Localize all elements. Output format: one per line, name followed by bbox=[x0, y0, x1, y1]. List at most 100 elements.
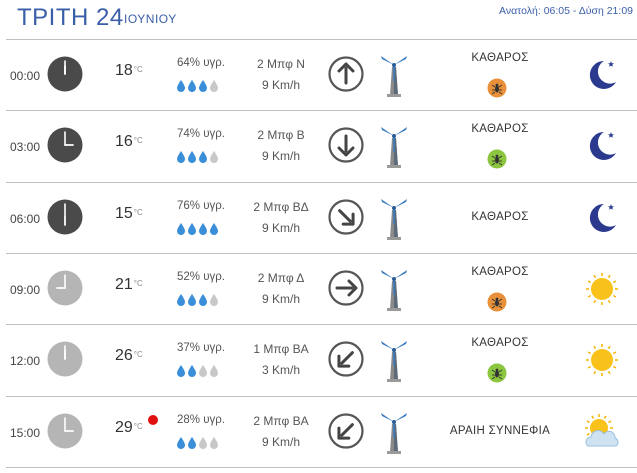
condition-label: ΚΑΘΑΡΟΣ bbox=[471, 52, 529, 64]
sun-cloud-icon bbox=[582, 412, 622, 452]
wind-speed-label: 9 Km/h bbox=[261, 149, 300, 164]
temperature-value: 18°C bbox=[115, 62, 143, 80]
wind-force-label: 2 Μπφ Ν bbox=[257, 57, 305, 71]
row-divider bbox=[6, 39, 637, 40]
row-divider bbox=[6, 395, 637, 397]
clock-icon bbox=[47, 341, 83, 377]
sun-icon bbox=[582, 269, 622, 309]
time-label: 12:00 bbox=[10, 354, 41, 369]
drop-icon bbox=[209, 436, 220, 454]
temperature-number: 18 bbox=[115, 62, 133, 79]
forecast-header: ΤΡΙΤΗ 24 ΙΟΥΝΙΟΥ Ανατολή: 06:05 - Δύση 2… bbox=[0, 0, 637, 38]
row-divider bbox=[6, 466, 637, 468]
humidity-label: 52% υγρ. bbox=[177, 270, 225, 283]
drop-icon bbox=[176, 80, 187, 97]
drop-icon bbox=[176, 151, 187, 168]
wind-speed-label: 3 Km/h bbox=[261, 363, 300, 378]
wind-speed-label: 9 Km/h bbox=[261, 434, 300, 449]
arrow-down-left-icon bbox=[328, 412, 364, 449]
wind-turbine-icon bbox=[376, 196, 412, 242]
drop-icon bbox=[209, 222, 220, 240]
row-divider bbox=[6, 324, 637, 326]
temperature-number: 21 bbox=[115, 275, 133, 293]
clock-icon bbox=[47, 413, 83, 449]
drop-icon bbox=[187, 436, 198, 454]
condition-label: ΚΑΘΑΡΟΣ bbox=[471, 210, 529, 223]
drop-icon bbox=[187, 80, 198, 97]
humidity-label: 28% υγρ. bbox=[177, 413, 225, 426]
temperature-unit: °C bbox=[133, 136, 143, 146]
drop-icon bbox=[187, 151, 198, 168]
row-divider bbox=[6, 252, 637, 254]
mosquito-icon bbox=[487, 292, 507, 312]
condition-label: ΚΑΘΑΡΟΣ bbox=[471, 337, 529, 350]
time-label: 00:00 bbox=[10, 69, 41, 83]
wind-force-label: 2 Μπφ ΒΔ bbox=[253, 199, 309, 214]
drop-icon bbox=[198, 436, 209, 454]
drop-icon bbox=[198, 365, 209, 382]
wind-turbine-icon bbox=[376, 53, 412, 99]
clock-icon bbox=[47, 127, 83, 163]
arrow-up-icon bbox=[328, 56, 364, 92]
temperature-unit: °C bbox=[133, 65, 143, 74]
humidity-label: 64% υγρ. bbox=[177, 57, 225, 69]
arrow-down-icon bbox=[328, 127, 364, 163]
arrow-right-icon bbox=[328, 270, 364, 306]
drop-icon bbox=[209, 80, 220, 97]
mosquito-icon bbox=[487, 78, 507, 98]
drop-icon bbox=[176, 365, 187, 382]
forecast-row: 09:00 21°C 52% υγρ. 2 Μπφ Δ 9 Km/h ΚΑΘΑΡΟΣ bbox=[0, 253, 637, 324]
arrow-down-left-icon bbox=[328, 341, 364, 377]
drop-icon bbox=[187, 293, 198, 311]
humidity-label: 74% υγρ. bbox=[177, 128, 225, 141]
drop-icon bbox=[176, 436, 187, 454]
drop-icon bbox=[209, 293, 220, 311]
condition-label: ΚΑΘΑΡΟΣ bbox=[471, 265, 529, 278]
clock-icon bbox=[47, 270, 83, 306]
row-divider bbox=[6, 181, 637, 183]
temperature-unit: °C bbox=[133, 421, 143, 431]
temperature-unit: °C bbox=[133, 207, 143, 217]
temperature-number: 29 bbox=[115, 418, 133, 436]
wind-force-label: 1 Μπφ ΒΑ bbox=[253, 342, 309, 357]
temperature-unit: °C bbox=[133, 350, 143, 360]
humidity-drops bbox=[176, 436, 220, 450]
arrow-down-right-icon bbox=[328, 198, 364, 235]
moon-icon bbox=[582, 55, 622, 95]
mosquito-icon bbox=[487, 149, 507, 169]
wind-turbine-icon bbox=[376, 124, 412, 170]
wind-turbine-icon bbox=[376, 267, 412, 313]
wind-speed-label: 9 Km/h bbox=[261, 78, 300, 92]
forecast-row: 06:00 15°C 76% υγρ. 2 Μπφ ΒΔ 9 Km/h ΚΑΘΑΡΟΣ bbox=[0, 182, 637, 253]
humidity-drops bbox=[176, 150, 220, 164]
humidity-drops bbox=[176, 364, 220, 378]
forecast-row: 00:00 18°C 64% υγρ. 2 Μπφ Ν 9 Km/h ΚΑΘΑΡΟΣ bbox=[0, 39, 637, 110]
temperature-number: 16 bbox=[115, 133, 133, 151]
mosquito-icon bbox=[487, 363, 507, 383]
humidity-label: 76% υγρ. bbox=[177, 199, 225, 212]
wind-turbine-icon bbox=[376, 410, 412, 456]
temperature-value: 29°C bbox=[115, 419, 143, 437]
wind-force-label: 2 Μπφ ΒΑ bbox=[253, 413, 309, 428]
drop-icon bbox=[209, 365, 220, 382]
sun-icon bbox=[582, 340, 622, 380]
moon-icon bbox=[582, 126, 622, 166]
heat-alert-dot-icon bbox=[148, 414, 158, 425]
temperature-unit: °C bbox=[133, 278, 143, 288]
drop-icon bbox=[198, 151, 209, 168]
wind-speed-label: 9 Km/h bbox=[261, 220, 300, 235]
humidity-drops bbox=[176, 79, 220, 93]
time-label: 06:00 bbox=[10, 211, 41, 226]
day-title: ΤΡΙΤΗ 24 bbox=[17, 4, 124, 31]
time-label: 09:00 bbox=[10, 282, 41, 297]
forecast-row: 03:00 16°C 74% υγρ. 2 Μπφ Β 9 Km/h ΚΑΘΑΡΟΣ bbox=[0, 110, 637, 181]
time-label: 03:00 bbox=[10, 140, 41, 155]
moon-icon bbox=[582, 198, 622, 238]
wind-turbine-icon bbox=[376, 338, 412, 384]
humidity-label: 37% υγρ. bbox=[177, 342, 225, 355]
drop-icon bbox=[176, 293, 187, 311]
temperature-number: 26 bbox=[115, 347, 133, 365]
temperature-value: 16°C bbox=[115, 133, 143, 151]
row-divider bbox=[6, 110, 637, 112]
temperature-value: 15°C bbox=[115, 205, 143, 223]
